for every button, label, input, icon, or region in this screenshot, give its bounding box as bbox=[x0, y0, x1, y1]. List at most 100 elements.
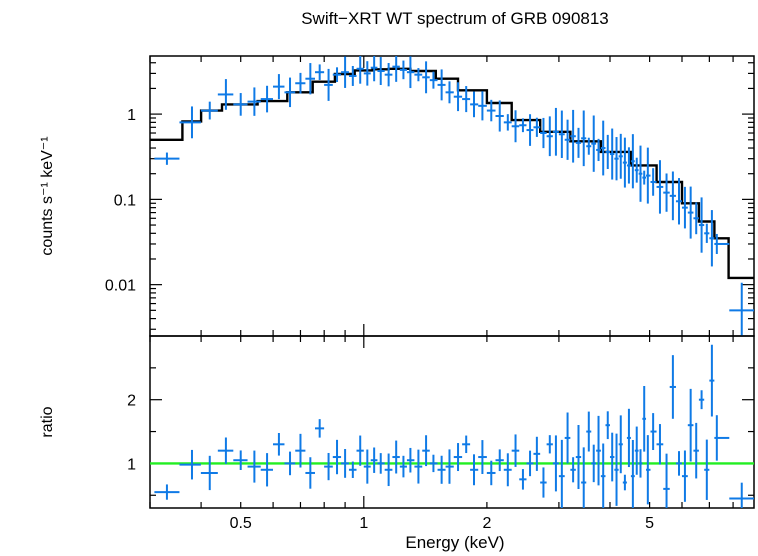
data-point bbox=[564, 119, 571, 160]
data-point bbox=[154, 152, 180, 165]
ratio-point bbox=[462, 435, 471, 454]
ratio-point bbox=[217, 437, 234, 464]
ratio-point bbox=[526, 450, 534, 477]
ratio-point bbox=[586, 411, 592, 452]
data-point bbox=[663, 173, 670, 212]
y-tick-label: 1 bbox=[127, 456, 136, 473]
ratio-point bbox=[558, 439, 565, 508]
data-point bbox=[570, 109, 576, 163]
ratio-point bbox=[260, 453, 273, 487]
ratio-point bbox=[392, 440, 400, 474]
data-point bbox=[634, 157, 639, 183]
data-point bbox=[638, 145, 643, 202]
spectrum-panel: 1 0.1 0.01 bbox=[105, 55, 755, 337]
data-point bbox=[384, 62, 393, 87]
x-tick-label: 1 bbox=[359, 515, 368, 532]
data-point bbox=[437, 69, 446, 101]
data-point bbox=[687, 186, 694, 239]
ratio-point bbox=[650, 413, 657, 451]
ratio-point bbox=[669, 355, 676, 419]
y-tick-label: 0.1 bbox=[114, 192, 136, 209]
ratio-point bbox=[503, 453, 512, 487]
ratio-point bbox=[406, 447, 415, 473]
data-point bbox=[377, 57, 385, 85]
data-point bbox=[363, 61, 371, 86]
data-point bbox=[392, 56, 400, 82]
data-point bbox=[618, 133, 623, 179]
ratio-point bbox=[729, 482, 754, 508]
data-point bbox=[511, 110, 520, 143]
ratio-panel: 0.5 1 2 5 1 2 bbox=[127, 335, 755, 532]
data-point bbox=[445, 81, 454, 104]
ratio-point bbox=[533, 436, 541, 471]
data-point bbox=[260, 85, 273, 113]
top-y-axis-label: counts s⁻¹ keV⁻¹ bbox=[39, 136, 56, 255]
data-point bbox=[698, 197, 705, 253]
ratio-point bbox=[272, 433, 285, 456]
data-point bbox=[609, 128, 615, 180]
data-point bbox=[526, 114, 534, 146]
data-point bbox=[729, 282, 754, 336]
x-tick-label: 0.5 bbox=[230, 515, 252, 532]
ratio-point bbox=[681, 450, 688, 502]
data-point bbox=[470, 91, 479, 118]
data-point bbox=[656, 160, 664, 214]
ratio-point bbox=[233, 450, 248, 470]
data-point bbox=[646, 147, 651, 204]
data-point bbox=[200, 101, 218, 120]
data-point bbox=[414, 68, 423, 82]
ratio-point bbox=[614, 433, 619, 506]
y-tick-label: 0.01 bbox=[105, 278, 136, 295]
ratio-point bbox=[495, 449, 504, 472]
data-point bbox=[305, 63, 316, 95]
data-point bbox=[558, 110, 565, 158]
data-point bbox=[581, 110, 587, 167]
ratio-point bbox=[693, 422, 699, 479]
ratio-point bbox=[370, 447, 378, 473]
data-point bbox=[295, 72, 306, 94]
ratio-point bbox=[600, 443, 606, 508]
x-tick-label: 5 bbox=[645, 515, 654, 532]
data-point bbox=[453, 82, 463, 112]
ratio-point bbox=[324, 452, 333, 481]
ratio-point bbox=[591, 444, 597, 483]
ratio-point bbox=[445, 449, 454, 484]
data-point bbox=[315, 64, 325, 80]
ratio-point bbox=[399, 455, 407, 478]
ratio-point bbox=[552, 435, 559, 492]
data-point bbox=[406, 56, 415, 89]
ratio-point bbox=[356, 435, 364, 466]
ratio-point bbox=[596, 415, 601, 486]
data-point bbox=[714, 233, 730, 254]
ratio-point bbox=[704, 439, 710, 500]
y-tick-label: 2 bbox=[127, 393, 136, 410]
data-point bbox=[533, 117, 541, 137]
data-point bbox=[217, 79, 234, 110]
ratio-point bbox=[687, 388, 694, 462]
ratio-point bbox=[570, 457, 576, 483]
data-point bbox=[495, 100, 504, 132]
model-line bbox=[150, 67, 754, 280]
ratio-point bbox=[626, 408, 631, 468]
data-point bbox=[462, 86, 471, 113]
data-point bbox=[332, 67, 342, 83]
ratio-point bbox=[437, 455, 446, 484]
data-point bbox=[233, 93, 248, 116]
ratio-point bbox=[605, 411, 610, 440]
data-point bbox=[709, 210, 715, 267]
data-point bbox=[486, 99, 496, 122]
ratio-point bbox=[478, 440, 487, 474]
ratio-point bbox=[519, 469, 527, 490]
ratio-point bbox=[634, 426, 639, 475]
data-point bbox=[693, 202, 699, 235]
ratio-point bbox=[332, 439, 342, 475]
data-point bbox=[341, 56, 349, 88]
ratio-point bbox=[638, 449, 643, 478]
y-tick-label: 1 bbox=[127, 107, 136, 124]
data-point bbox=[681, 186, 688, 229]
data-point bbox=[600, 120, 606, 176]
data-point bbox=[503, 114, 512, 131]
ratio-point bbox=[422, 435, 430, 467]
x-tick-label: 2 bbox=[482, 515, 491, 532]
